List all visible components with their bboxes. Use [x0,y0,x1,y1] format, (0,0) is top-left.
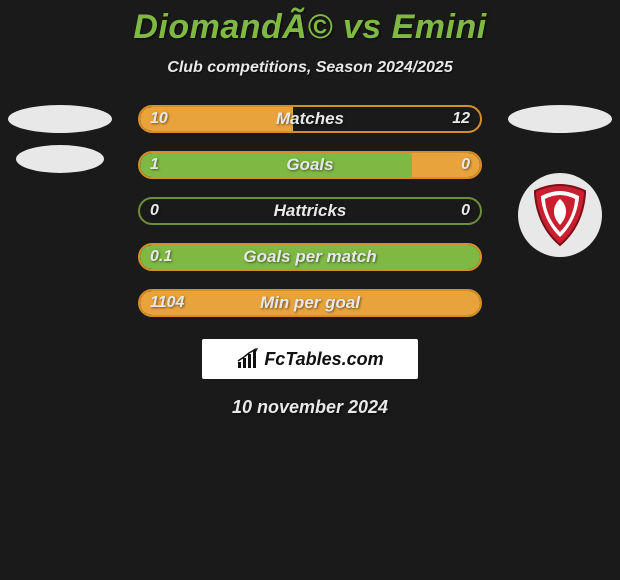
comparison-widget: DiomandÃ© vs Emini Club competitions, Se… [0,0,620,418]
stat-right-value: 0 [461,202,470,220]
bar-fill-left [140,153,412,177]
stat-bar: 1104 Min per goal [138,289,482,317]
stat-bar: 0.1 Goals per match [138,243,482,271]
team-logo [518,173,602,257]
stat-left-value: 1 [150,156,159,174]
date-text: 10 november 2024 [232,397,388,418]
player-placeholder-icon [508,105,612,133]
stat-left-value: 0.1 [150,248,172,266]
stat-bar: 0 Hattricks 0 [138,197,482,225]
stat-label: Min per goal [260,293,360,313]
left-logo-column [8,105,112,173]
stat-left-value: 1104 [150,294,184,312]
stat-left-value: 10 [150,110,168,128]
stat-label: Goals per match [243,247,376,267]
stat-bar: 1 Goals 0 [138,151,482,179]
content-row: 10 Matches 12 1 Goals 0 0 Hattricks 0 0.1 Goals pe… [0,105,620,317]
stat-label: Matches [276,109,344,129]
page-subtitle: Club competitions, Season 2024/2025 [0,59,620,77]
right-logo-column [508,105,612,257]
stat-right-value: 12 [452,110,470,128]
stats-bars: 10 Matches 12 1 Goals 0 0 Hattricks 0 0.1 Goals pe… [112,105,508,317]
page-title: DiomandÃ© vs Emini [0,8,620,47]
player-placeholder-icon [8,105,112,133]
footer: FcTables.com 10 november 2024 [0,339,620,418]
stat-bar: 10 Matches 12 [138,105,482,133]
chart-icon [236,348,260,370]
stat-left-value: 0 [150,202,159,220]
shield-icon [531,183,589,247]
stat-label: Hattricks [274,201,347,221]
team-placeholder-icon [16,145,104,173]
brand-label: FcTables.com [264,349,383,370]
stat-right-value: 0 [461,156,470,174]
brand-box: FcTables.com [202,339,418,379]
stat-label: Goals [286,155,333,175]
